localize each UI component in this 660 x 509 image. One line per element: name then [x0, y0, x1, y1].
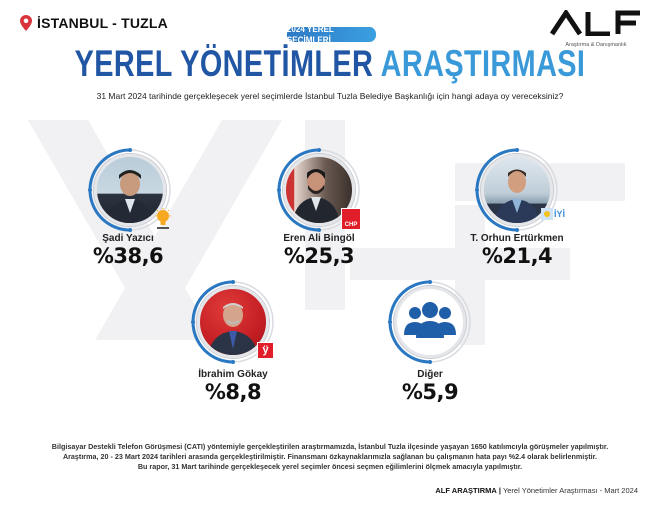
- yrp-logo-icon: ÿ: [257, 342, 274, 359]
- progress-ring: [388, 280, 471, 364]
- candidate-percent: %5,9: [401, 380, 459, 404]
- logo-mark: [548, 8, 644, 41]
- methodology-line-3: Bu rapor, 31 Mart tarihinde gerçekleşece…: [137, 462, 523, 471]
- methodology-line-1: Bilgisayar Destekli Telefon Görüşmesi (C…: [51, 442, 609, 451]
- candidate-name: T. Orhun Ertürkmen: [470, 233, 564, 244]
- candidate-name: Şadi Yazıcı: [102, 233, 154, 244]
- progress-ring: [191, 280, 274, 364]
- candidate-percent: %38,6: [92, 244, 164, 268]
- candidate-photo: [197, 286, 269, 358]
- chp-logo-icon: CHP: [341, 208, 361, 230]
- alf-logo: Araştırma & Danışmanlık: [548, 8, 644, 48]
- survey-question: 31 Mart 2024 tarihinde gerçekleşecek yer…: [96, 91, 564, 101]
- iyi-sun-icon: [541, 208, 553, 220]
- election-badge: 2024 YEREL SEÇİMLERİ: [286, 24, 377, 46]
- candidate-percent: %25,3: [283, 244, 355, 268]
- iyi-logo: İYİ: [541, 208, 565, 220]
- footer-brand-name: ALF ARAŞTIRMA: [435, 486, 497, 495]
- title-part1: YEREL YÖNETİMLER: [74, 43, 374, 84]
- watermark-f-bar: [350, 248, 570, 280]
- location-text: İSTANBUL - TUZLA: [37, 15, 168, 31]
- progress-ring: [475, 148, 558, 232]
- methodology-line-2: Araştırma, 20 - 23 Mart 2024 tarihleri a…: [62, 452, 598, 461]
- chp-label: CHP: [344, 222, 358, 228]
- other-icon-holder: [394, 286, 466, 358]
- candidate-percent: %8,8: [204, 380, 262, 404]
- logo-tagline: Araştırma & Danışmanlık: [565, 42, 627, 48]
- location-label: İSTANBUL - TUZLA: [20, 15, 168, 31]
- progress-ring: [277, 148, 360, 232]
- akparti-lightbulb-icon: [155, 208, 171, 229]
- iyi-label: İYİ: [554, 209, 566, 219]
- alf-logo-icon: [549, 8, 640, 37]
- candidate-name: Eren Ali Bingöl: [283, 233, 355, 244]
- footer-separator: |: [498, 486, 501, 495]
- candidate-photo: [94, 154, 166, 226]
- title-part2: ARAŞTIRMASI: [380, 43, 586, 84]
- candidate-name: İbrahim Gökay: [198, 369, 268, 380]
- people-group-icon: [404, 302, 456, 338]
- footer-brand-sub: Yerel Yönetimler Araştırması - Mart 2024: [502, 486, 638, 495]
- progress-ring: [88, 148, 171, 232]
- footer-brand: ALF ARAŞTIRMA | Yerel Yönetimler Araştır…: [435, 486, 638, 495]
- candidate-photo: [481, 154, 553, 226]
- candidate-percent: %21,4: [481, 244, 553, 268]
- candidate-name: Diğer: [417, 369, 443, 380]
- page-title: YEREL YÖNETİMLER ARAŞTIRMASI: [73, 43, 588, 85]
- map-pin-icon: [20, 15, 32, 31]
